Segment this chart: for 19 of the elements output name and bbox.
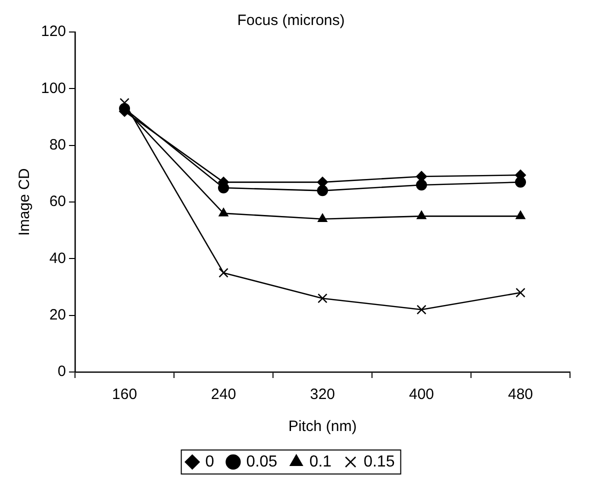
y-tick-label: 20 bbox=[49, 306, 66, 324]
legend-label: 0.15 bbox=[364, 453, 395, 470]
x-tick-label: 160 bbox=[112, 386, 138, 404]
y-tick-label: 120 bbox=[40, 23, 66, 40]
y-tick-label: 0 bbox=[58, 363, 66, 380]
legend-label: 0 bbox=[205, 453, 214, 470]
x-tick-label: 480 bbox=[508, 386, 534, 404]
x-tick-label: 240 bbox=[211, 386, 236, 404]
x-axis-title: Pitch (nm) bbox=[288, 418, 357, 436]
y-tick-label: 100 bbox=[40, 80, 66, 97]
legend-label: 0.1 bbox=[309, 453, 332, 470]
y-tick-label: 80 bbox=[49, 136, 66, 154]
legend-label: 0.05 bbox=[246, 453, 278, 470]
chart-title: Focus (microns) bbox=[237, 12, 345, 30]
y-tick-label: 40 bbox=[49, 250, 66, 267]
x-tick-label: 320 bbox=[310, 386, 336, 404]
y-tick-label: 60 bbox=[49, 193, 66, 210]
x-tick-label: 400 bbox=[408, 386, 434, 404]
y-axis-title: Image CD bbox=[16, 168, 34, 236]
